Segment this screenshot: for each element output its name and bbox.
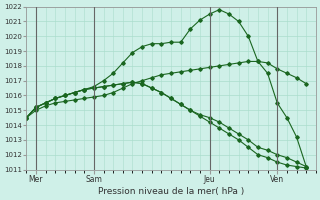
X-axis label: Pression niveau de la mer( hPa ): Pression niveau de la mer( hPa )	[98, 187, 244, 196]
